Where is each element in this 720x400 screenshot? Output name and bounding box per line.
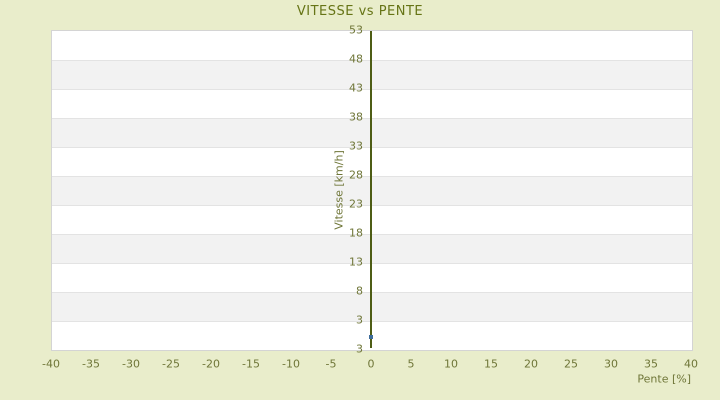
plot-band [52,292,692,321]
x-tick-label: -30 [122,357,140,371]
y-tick-label: 3 [356,313,363,327]
x-tick-label: -40 [42,357,60,371]
x-tick-label: 20 [524,357,538,371]
x-tick-label: 15 [484,357,498,371]
plot-band [52,118,692,147]
x-tick-label: 35 [644,357,658,371]
x-tick-label: -5 [325,357,337,371]
y-tick-label: 48 [349,52,363,66]
plot-band [52,234,692,263]
x-tick-label: 25 [564,357,578,371]
y-tick-label: 43 [349,81,363,95]
x-tick-label: 0 [367,357,375,371]
y-axis-line [370,31,372,348]
plot-area [51,30,693,351]
data-point [369,335,373,340]
x-tick-label: -20 [202,357,220,371]
plot-band [52,60,692,89]
x-tick-label: 30 [604,357,618,371]
y-tick-label: 18 [349,226,363,240]
y-tick-label: 13 [349,255,363,269]
plot-band [52,205,692,234]
y-tick-label: 28 [349,168,363,182]
x-tick-label: 40 [684,357,698,371]
plot-band [52,147,692,176]
y-tick-label: 23 [349,197,363,211]
x-tick-label: 10 [444,357,458,371]
plot-band [52,176,692,205]
y-tick-label: 38 [349,110,363,124]
y-tick-label: 33 [349,139,363,153]
x-tick-label: -25 [162,357,180,371]
x-tick-label: -10 [282,357,300,371]
plot-band [52,31,692,60]
y-tick-label: 3 [356,342,363,356]
y-axis-title: Vitesse [km/h] [332,149,346,230]
y-tick-label: 53 [349,23,363,37]
x-axis-title: Pente [%] [637,372,691,386]
y-tick-label: 8 [356,284,363,298]
plot-band [52,89,692,118]
x-tick-label: 5 [407,357,415,371]
x-tick-label: -15 [242,357,260,371]
x-tick-label: -35 [82,357,100,371]
plot-band [52,263,692,292]
chart-title: VITESSE vs PENTE [296,4,424,19]
